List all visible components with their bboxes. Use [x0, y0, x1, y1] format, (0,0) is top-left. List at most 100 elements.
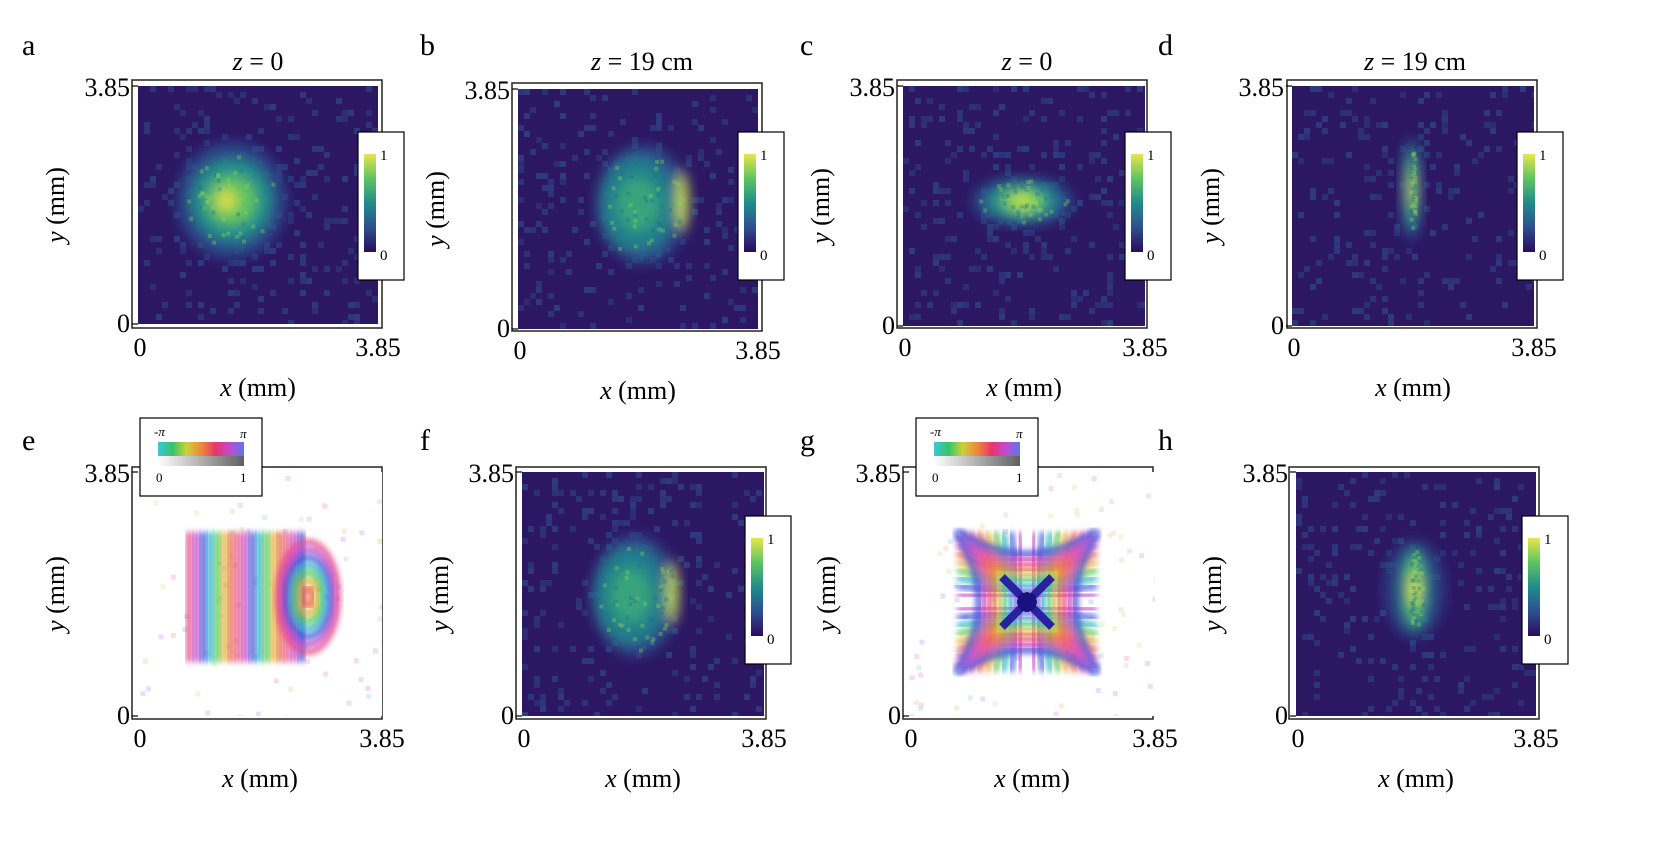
noise-pixel — [1364, 176, 1370, 182]
noise-pixel — [365, 685, 371, 691]
x-tick-label: 3.85 — [1132, 724, 1178, 753]
noise-pixel — [288, 116, 294, 122]
noise-pixel — [324, 224, 330, 230]
speckle-pixel — [664, 623, 669, 628]
noise-pixel — [732, 502, 738, 508]
noise-pixel — [324, 290, 330, 296]
noise-pixel — [1476, 532, 1482, 538]
noise-pixel — [933, 188, 939, 194]
speckle-pixel — [1411, 186, 1416, 191]
noise-pixel — [306, 516, 312, 522]
speckle-pixel — [199, 205, 204, 210]
noise-pixel — [186, 86, 192, 92]
noise-pixel — [536, 287, 542, 293]
speckle-pixel — [1412, 151, 1417, 156]
noise-pixel — [342, 260, 348, 266]
speckle-pixel — [649, 618, 654, 623]
speckle-pixel — [1411, 184, 1416, 189]
noise-pixel — [714, 694, 720, 700]
noise-pixel — [1328, 188, 1334, 194]
noise-pixel — [1119, 242, 1125, 248]
noise-pixel — [1512, 682, 1518, 688]
speckle-pixel — [611, 186, 616, 191]
noise-pixel — [377, 616, 382, 622]
noise-pixel — [542, 143, 548, 149]
noise-pixel — [1332, 550, 1338, 556]
noise-pixel — [686, 263, 692, 269]
noise-pixel — [993, 110, 999, 116]
noise-pixel — [1490, 266, 1496, 272]
noise-pixel — [1506, 574, 1512, 580]
speckle-pixel — [1413, 590, 1418, 595]
speckle-pixel — [662, 167, 667, 172]
phase-max-label: π — [240, 426, 247, 441]
x-axis-label: x (mm) — [1377, 764, 1454, 793]
noise-pixel — [1310, 236, 1316, 242]
noise-pixel — [1101, 158, 1107, 164]
noise-pixel — [1334, 200, 1340, 206]
speckle-pixel — [1411, 223, 1416, 228]
noise-pixel — [953, 583, 959, 589]
noise-pixel — [963, 86, 969, 92]
speckle-pixel — [644, 548, 649, 553]
noise-pixel — [372, 128, 378, 134]
noise-pixel — [524, 227, 530, 233]
noise-pixel — [606, 544, 612, 550]
noise-pixel — [1332, 544, 1338, 550]
noise-pixel — [1320, 592, 1326, 598]
phase-max-label: π — [1016, 426, 1023, 441]
y-axis-label: y (mm) — [41, 167, 70, 246]
noise-pixel — [726, 634, 732, 640]
noise-pixel — [1386, 514, 1392, 520]
noise-pixel — [1053, 146, 1059, 152]
speckle-pixel — [649, 249, 654, 254]
speckle-pixel — [599, 579, 604, 584]
speckle-pixel — [672, 179, 677, 184]
noise-pixel — [952, 715, 958, 716]
speckle-pixel — [199, 191, 204, 196]
noise-pixel — [612, 526, 618, 532]
noise-pixel — [1430, 122, 1436, 128]
speckle-pixel — [610, 220, 615, 225]
noise-pixel — [660, 490, 666, 496]
noise-pixel — [552, 562, 558, 568]
noise-pixel — [366, 122, 372, 128]
noise-pixel — [536, 173, 542, 179]
speckle-pixel — [1411, 201, 1416, 206]
noise-pixel — [732, 568, 738, 574]
noise-pixel — [945, 140, 951, 146]
x-tick-label: 3.85 — [359, 724, 405, 753]
noise-pixel — [945, 158, 951, 164]
noise-pixel — [1041, 152, 1047, 158]
noise-pixel — [632, 137, 638, 143]
noise-pixel — [258, 296, 264, 302]
speckle-pixel — [1043, 182, 1048, 187]
speckle-pixel — [653, 174, 658, 179]
noise-pixel — [144, 128, 150, 134]
speckle-pixel — [659, 159, 664, 164]
speckle-pixel — [651, 637, 656, 642]
speckle-pixel — [614, 600, 619, 605]
speckle-pixel — [617, 622, 622, 627]
noise-pixel — [1518, 700, 1524, 706]
speckle-pixel — [227, 183, 232, 188]
noise-pixel — [354, 128, 360, 134]
noise-pixel — [298, 516, 304, 522]
noise-pixel — [1023, 116, 1029, 122]
noise-pixel — [590, 95, 596, 101]
noise-pixel — [624, 520, 630, 526]
noise-pixel — [1072, 484, 1078, 490]
noise-pixel — [933, 260, 939, 266]
noise-pixel — [246, 134, 252, 140]
speckle-pixel — [1411, 170, 1416, 175]
noise-pixel — [1424, 140, 1430, 146]
speckle-pixel — [1062, 196, 1067, 201]
noise-pixel — [1095, 194, 1101, 200]
speckle-pixel — [626, 191, 631, 196]
noise-pixel — [1490, 92, 1496, 98]
noise-pixel — [1454, 278, 1460, 284]
noise-pixel — [283, 715, 289, 716]
speckle-pixel — [1411, 615, 1416, 620]
noise-pixel — [1502, 92, 1508, 98]
